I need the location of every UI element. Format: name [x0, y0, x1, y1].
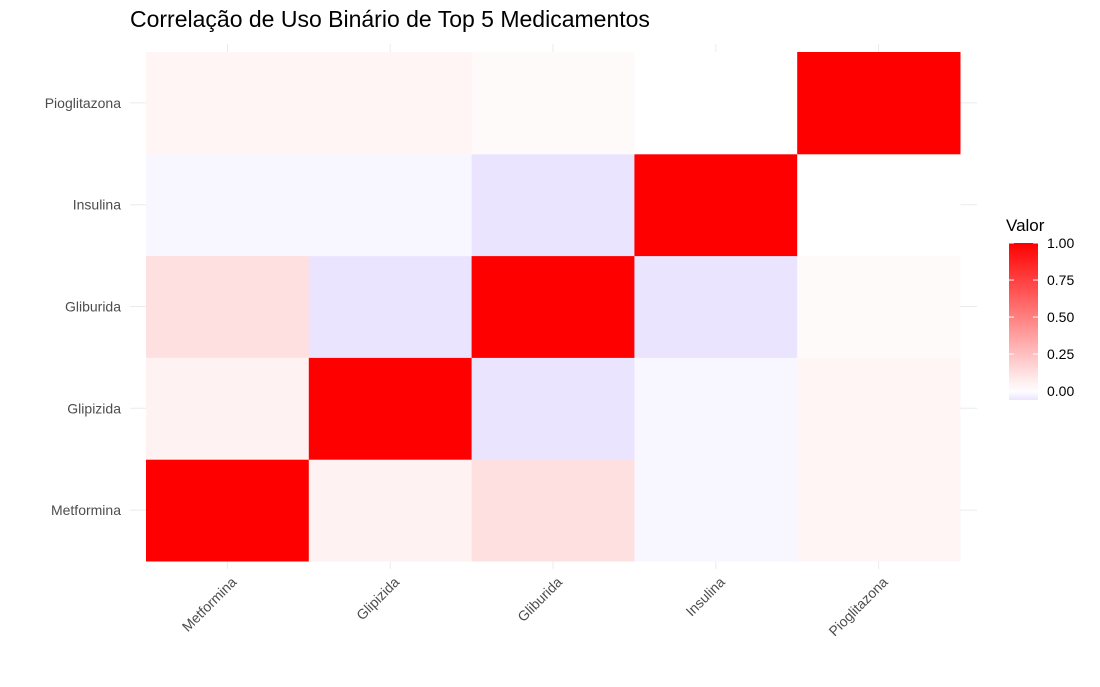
heatmap-cell	[471, 357, 635, 460]
legend-tick-label: 1.00	[1047, 235, 1074, 251]
legend-title: Valor	[1006, 216, 1045, 235]
heatmap-cell	[308, 153, 473, 257]
legend-tick-label: 0.25	[1047, 346, 1074, 362]
heatmap-cell	[308, 357, 473, 460]
x-tick-label: Pioglitazona	[825, 574, 890, 639]
x-tick-label: Gliburida	[514, 574, 565, 625]
heatmap-cell	[146, 357, 310, 460]
legend-tick-label: 0.50	[1047, 309, 1074, 325]
chart-title: Correlação de Uso Binário de Top 5 Medic…	[130, 6, 650, 32]
heatmap-cell	[634, 357, 798, 460]
heatmap-cell	[634, 459, 798, 562]
heatmap-cell	[797, 52, 961, 155]
y-tick-label: Gliburida	[65, 299, 121, 315]
y-tick-label: Insulina	[73, 197, 121, 213]
heatmap-cell	[471, 459, 635, 562]
heatmap-cell	[634, 52, 798, 155]
heatmap-cell	[797, 357, 961, 460]
heatmap-cell	[146, 459, 310, 562]
heatmap-cell	[634, 255, 798, 358]
y-tick-label: Pioglitazona	[45, 95, 121, 111]
heatmap-cell	[308, 459, 473, 562]
heatmap-cell	[471, 52, 635, 155]
heatmap-cell	[146, 52, 310, 155]
heatmap-cell	[634, 153, 798, 257]
heatmap-cell	[471, 255, 635, 358]
heatmap-cell	[797, 255, 961, 358]
heatmap-cell	[146, 255, 310, 358]
heatmap-cell	[797, 153, 961, 257]
heatmap-cell	[797, 459, 961, 562]
y-tick-label: Metformina	[51, 502, 121, 518]
legend-colorbar	[1009, 243, 1038, 400]
heatmap-cell	[471, 153, 635, 257]
y-tick-label: Glipizida	[67, 400, 121, 416]
x-tick-label: Insulina	[682, 574, 728, 620]
heatmap-cell	[308, 255, 473, 358]
legend-tick-label: 0.75	[1047, 272, 1074, 288]
heatmap-cell	[146, 153, 310, 257]
x-tick-label: Glipizida	[353, 574, 402, 623]
x-tick-label: Metformina	[179, 574, 240, 635]
heatmap-cell	[308, 52, 473, 155]
legend-tick-label: 0.00	[1047, 383, 1074, 399]
